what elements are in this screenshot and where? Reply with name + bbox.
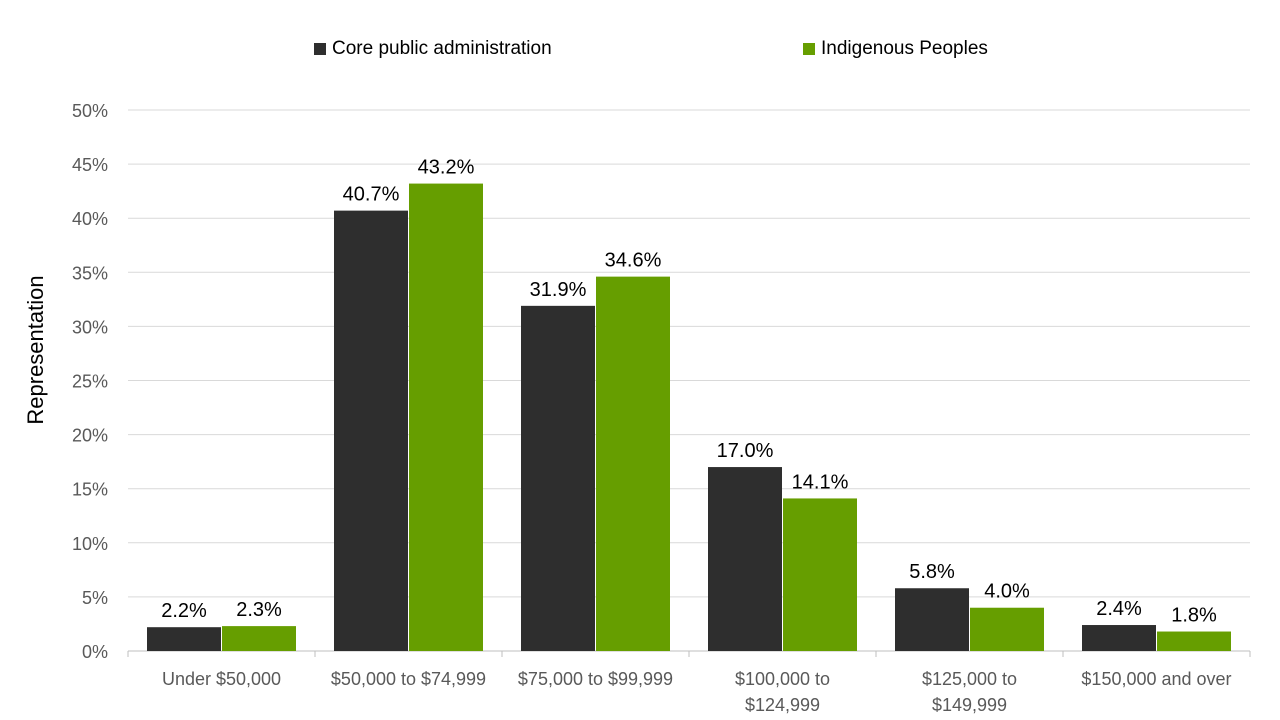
legend-item-indigenous: Indigenous Peoples	[803, 38, 988, 60]
y-tick-label: 50%	[72, 101, 108, 121]
bar-core	[147, 627, 221, 651]
y-tick-label: 5%	[82, 588, 108, 608]
x-tick-label: $149,999	[932, 695, 1007, 715]
bar-indigenous	[783, 498, 857, 651]
y-tick-label: 20%	[72, 426, 108, 446]
bar-core	[708, 467, 782, 651]
data-label: 40.7%	[343, 184, 400, 206]
y-tick-label: 10%	[72, 534, 108, 554]
bar-indigenous	[1157, 631, 1231, 651]
data-label: 2.4%	[1096, 598, 1142, 620]
data-label: 34.6%	[605, 250, 662, 272]
x-tick-label: Under $50,000	[162, 669, 281, 689]
x-tick-label: $75,000 to $99,999	[518, 669, 673, 689]
legend-swatch-core	[314, 43, 326, 55]
data-label: 2.2%	[161, 600, 207, 622]
y-tick-label: 40%	[72, 209, 108, 229]
data-label: 5.8%	[909, 561, 955, 583]
bar-core	[895, 588, 969, 651]
data-label: 43.2%	[418, 157, 475, 179]
bar-indigenous	[409, 183, 483, 652]
x-tick-label: $124,999	[745, 695, 820, 715]
bar-indigenous	[596, 276, 670, 651]
x-tick-label: $150,000 and over	[1081, 669, 1231, 689]
data-label: 4.0%	[984, 581, 1030, 603]
legend-swatch-indigenous	[803, 43, 815, 55]
legend-label-indigenous: Indigenous Peoples	[821, 38, 988, 59]
data-label: 17.0%	[717, 440, 774, 462]
y-tick-label: 25%	[72, 372, 108, 392]
bar-core	[1082, 625, 1156, 651]
x-tick-label: $100,000 to	[735, 669, 830, 689]
bar-indigenous	[222, 626, 296, 651]
data-label: 31.9%	[530, 279, 587, 301]
x-tick-label: $125,000 to	[922, 669, 1017, 689]
bar-core	[334, 210, 408, 651]
legend: Core public administration Indigenous Pe…	[0, 38, 1280, 62]
data-label: 2.3%	[236, 599, 282, 621]
data-label: 14.1%	[792, 471, 849, 493]
bar-indigenous	[970, 607, 1044, 651]
y-tick-label: 30%	[72, 317, 108, 337]
legend-label-core: Core public administration	[332, 38, 552, 59]
y-tick-label: 0%	[82, 642, 108, 662]
legend-item-core: Core public administration	[314, 38, 552, 60]
x-tick-label: $50,000 to $74,999	[331, 669, 486, 689]
y-tick-label: 45%	[72, 155, 108, 175]
y-tick-label: 35%	[72, 263, 108, 283]
y-tick-label: 15%	[72, 480, 108, 500]
bar-core	[521, 305, 595, 651]
data-label: 1.8%	[1171, 605, 1217, 627]
